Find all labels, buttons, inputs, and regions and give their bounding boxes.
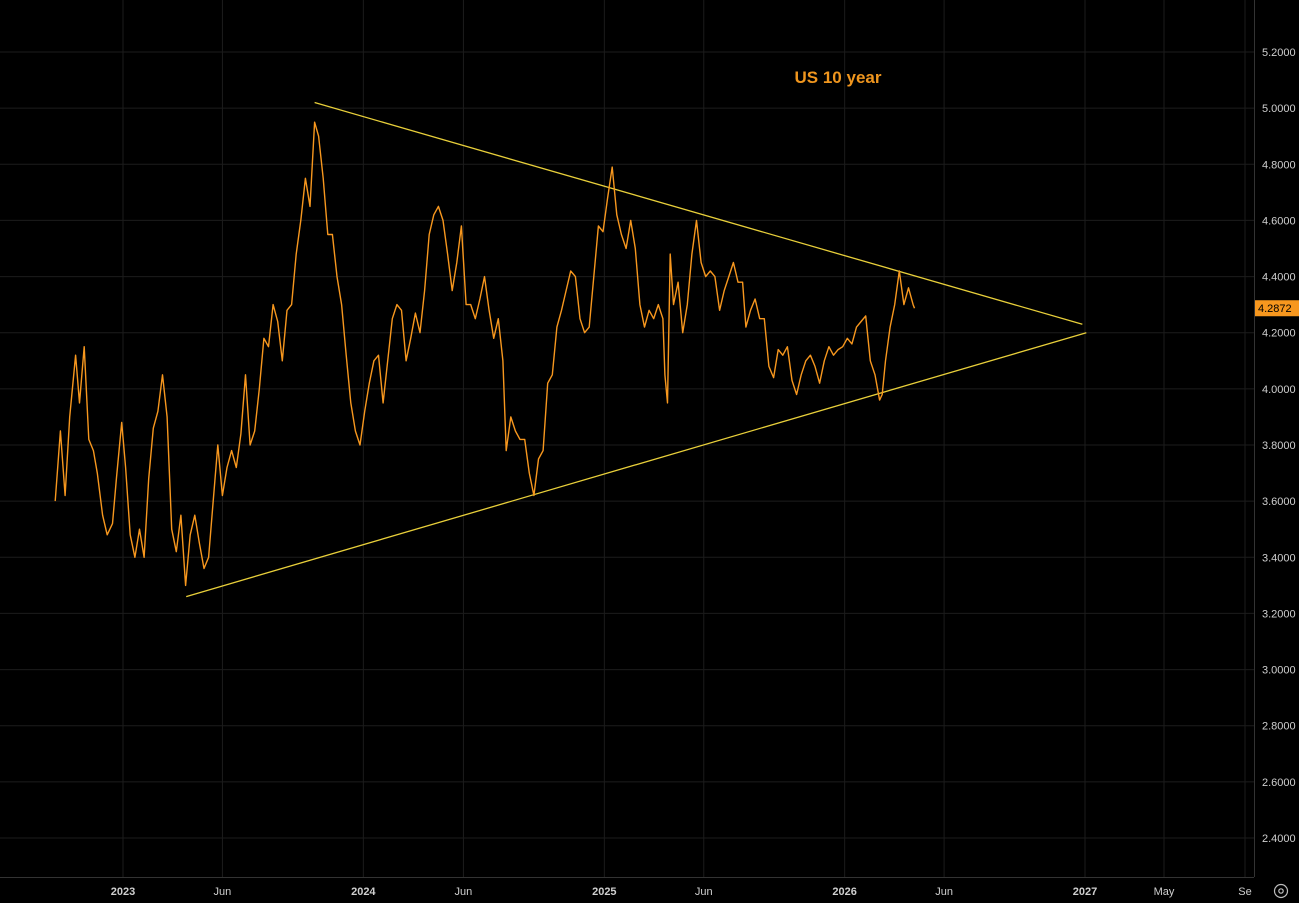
y-tick-label: 4.6000	[1262, 215, 1296, 227]
axis-layer	[0, 0, 1255, 878]
x-tick-label: 2024	[351, 886, 376, 898]
y-tick-label: 3.6000	[1262, 496, 1296, 508]
x-tick-label: 2023	[111, 886, 135, 898]
x-tick-labels: 2023 Jun 2024 Jun 2025 Jun 2026 Jun 2027 May Se	[111, 886, 1252, 898]
x-tick-label: Jun	[214, 886, 232, 898]
y-tick-label: 4.0000	[1262, 384, 1296, 396]
x-tick-label: 2025	[592, 886, 616, 898]
last-value-marker[interactable]: 4.2872	[1255, 300, 1299, 317]
y-tick-label: 3.2000	[1262, 608, 1296, 620]
y-tick-label: 5.2000	[1262, 47, 1296, 59]
y-tick-label: 5.0000	[1262, 103, 1296, 115]
x-tick-label: 2026	[832, 886, 856, 898]
y-tick-label: 3.4000	[1262, 552, 1296, 564]
chart-title: US 10 year	[795, 68, 882, 87]
trendline[interactable]	[186, 332, 1087, 598]
y-tick-label: 3.0000	[1262, 665, 1296, 677]
y-tick-label: 4.2000	[1262, 328, 1296, 340]
settings-gear-icon[interactable]	[1273, 883, 1289, 899]
x-tick-label: Se	[1238, 886, 1251, 898]
trendline[interactable]	[314, 101, 1083, 325]
last-value-badge	[1255, 300, 1299, 317]
x-tick-label: Jun	[455, 886, 473, 898]
y-tick-label: 4.8000	[1262, 159, 1296, 171]
x-tick-label: 2027	[1073, 886, 1097, 898]
series-line	[54, 121, 916, 587]
x-tick-label: Jun	[935, 886, 953, 898]
y-tick-labels: 5.2000 5.0000 4.8000 4.6000 4.4000 4.2000 4.00…	[1262, 47, 1296, 845]
y-tick-label: 4.4000	[1262, 272, 1296, 284]
grid-layer	[0, 0, 1254, 877]
series-layer	[54, 121, 916, 587]
y-tick-label: 2.6000	[1262, 777, 1296, 789]
last-value-label: 4.2872	[1258, 303, 1292, 315]
x-tick-label: May	[1154, 886, 1175, 898]
y-tick-label: 2.4000	[1262, 833, 1296, 845]
y-tick-label: 2.8000	[1262, 721, 1296, 733]
x-tick-label: Jun	[695, 886, 713, 898]
trendline-layer	[186, 101, 1087, 598]
y-tick-label: 3.8000	[1262, 440, 1296, 452]
